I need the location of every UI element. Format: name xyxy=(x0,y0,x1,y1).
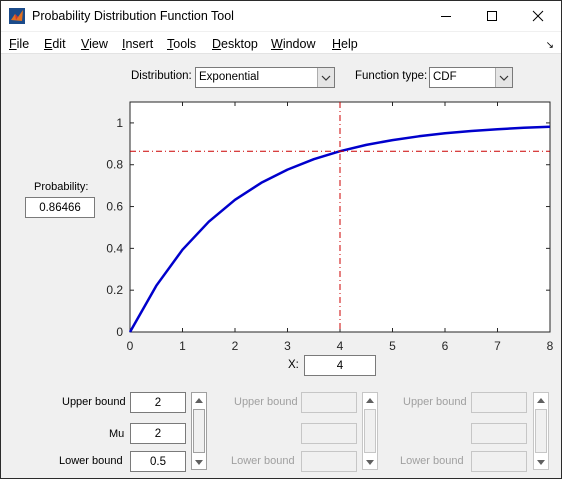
menu-help[interactable]: Help xyxy=(332,37,358,51)
x-tick-label: 8 xyxy=(547,339,554,353)
menu-edit[interactable]: Edit xyxy=(44,37,66,51)
slider-down-arrow-icon[interactable] xyxy=(192,455,206,469)
col3-param-field xyxy=(471,423,527,444)
x-tick-label: 6 xyxy=(442,339,449,353)
x-tick-label: 7 xyxy=(494,339,501,353)
col2-upper-bound-field xyxy=(301,392,357,413)
probability-field[interactable]: 0.86466 xyxy=(25,197,95,218)
col3-slider xyxy=(533,392,549,470)
slider-thumb[interactable] xyxy=(193,409,205,453)
col2-param-field xyxy=(301,423,357,444)
col1-mu-slider[interactable] xyxy=(191,392,207,470)
col1-upper-bound-field[interactable]: 2 xyxy=(130,392,186,413)
probability-label: Probability: xyxy=(34,181,89,193)
x-tick-label: 2 xyxy=(232,339,239,353)
close-icon xyxy=(532,10,544,22)
menu-file[interactable]: File xyxy=(9,37,30,51)
col3-upper-bound-label: Upper bound xyxy=(403,396,467,408)
col2-lower-bound-field xyxy=(301,451,357,472)
menu-window[interactable]: Window xyxy=(271,37,316,51)
function-type-value: CDF xyxy=(433,71,457,83)
col3-lower-bound-field xyxy=(471,451,527,472)
y-tick-label: 0.2 xyxy=(106,283,123,297)
plot-area xyxy=(129,101,551,333)
col1-lower-bound-label: Lower bound xyxy=(59,455,123,467)
menu-view[interactable]: View xyxy=(81,37,108,51)
maximize-button[interactable] xyxy=(469,1,515,31)
slider-thumb xyxy=(364,409,376,453)
y-tick-label: 0 xyxy=(116,325,123,339)
col3-lower-bound-label: Lower bound xyxy=(400,455,464,467)
menu-insert[interactable]: Insert xyxy=(122,37,154,51)
slider-up-arrow-icon xyxy=(534,393,548,407)
slider-thumb xyxy=(535,409,547,453)
col1-mu-field[interactable]: 2 xyxy=(130,423,186,444)
col3-upper-bound-field xyxy=(471,392,527,413)
minimize-button[interactable] xyxy=(423,1,469,31)
col2-upper-bound-label: Upper bound xyxy=(234,396,298,408)
matlab-logo-icon xyxy=(9,8,25,24)
dock-arrow-icon[interactable]: ↘ xyxy=(545,40,554,51)
y-tick-label: 0.8 xyxy=(106,158,123,172)
distribution-dropdown-button[interactable] xyxy=(317,68,334,87)
x-tick-label: 4 xyxy=(337,339,344,353)
x-label: X: xyxy=(288,359,299,371)
col2-lower-bound-label: Lower bound xyxy=(231,455,295,467)
slider-up-arrow-icon xyxy=(363,393,377,407)
col1-upper-bound-label: Upper bound xyxy=(62,396,126,408)
slider-down-arrow-icon xyxy=(363,455,377,469)
x-tick-label: 0 xyxy=(127,339,134,353)
window-title: Probability Distribution Function Tool xyxy=(32,9,234,23)
y-tick-label: 0.4 xyxy=(106,241,123,255)
slider-down-arrow-icon xyxy=(534,455,548,469)
chevron-down-icon xyxy=(321,75,331,81)
distribution-label: Distribution: xyxy=(131,70,192,82)
title-bar[interactable]: Probability Distribution Function Tool xyxy=(1,1,561,31)
y-tick-label: 0.6 xyxy=(106,200,123,214)
distribution-value: Exponential xyxy=(199,71,260,83)
x-tick-label: 1 xyxy=(179,339,186,353)
x-value-field[interactable]: 4 xyxy=(304,355,376,376)
slider-up-arrow-icon[interactable] xyxy=(192,393,206,407)
menu-tools[interactable]: Tools xyxy=(167,37,197,51)
col1-mu-label: Mu xyxy=(109,428,125,440)
distribution-select[interactable]: Exponential xyxy=(195,67,335,88)
function-type-select[interactable]: CDF xyxy=(429,67,513,88)
col1-lower-bound-field[interactable]: 0.5 xyxy=(130,451,186,472)
function-type-dropdown-button[interactable] xyxy=(495,68,512,87)
x-tick-label: 3 xyxy=(284,339,291,353)
menu-desktop[interactable]: Desktop xyxy=(212,37,258,51)
function-type-label: Function type: xyxy=(355,70,428,82)
close-button[interactable] xyxy=(515,1,561,31)
menu-bar: File Edit View Insert Tools Desktop Wind… xyxy=(1,32,561,54)
chevron-down-icon xyxy=(499,75,509,81)
minimize-icon xyxy=(441,16,451,17)
y-tick-label: 1 xyxy=(116,116,123,130)
maximize-icon xyxy=(487,11,497,21)
col2-slider xyxy=(362,392,378,470)
cdf-series-line xyxy=(128,125,551,333)
x-tick-label: 5 xyxy=(389,339,396,353)
